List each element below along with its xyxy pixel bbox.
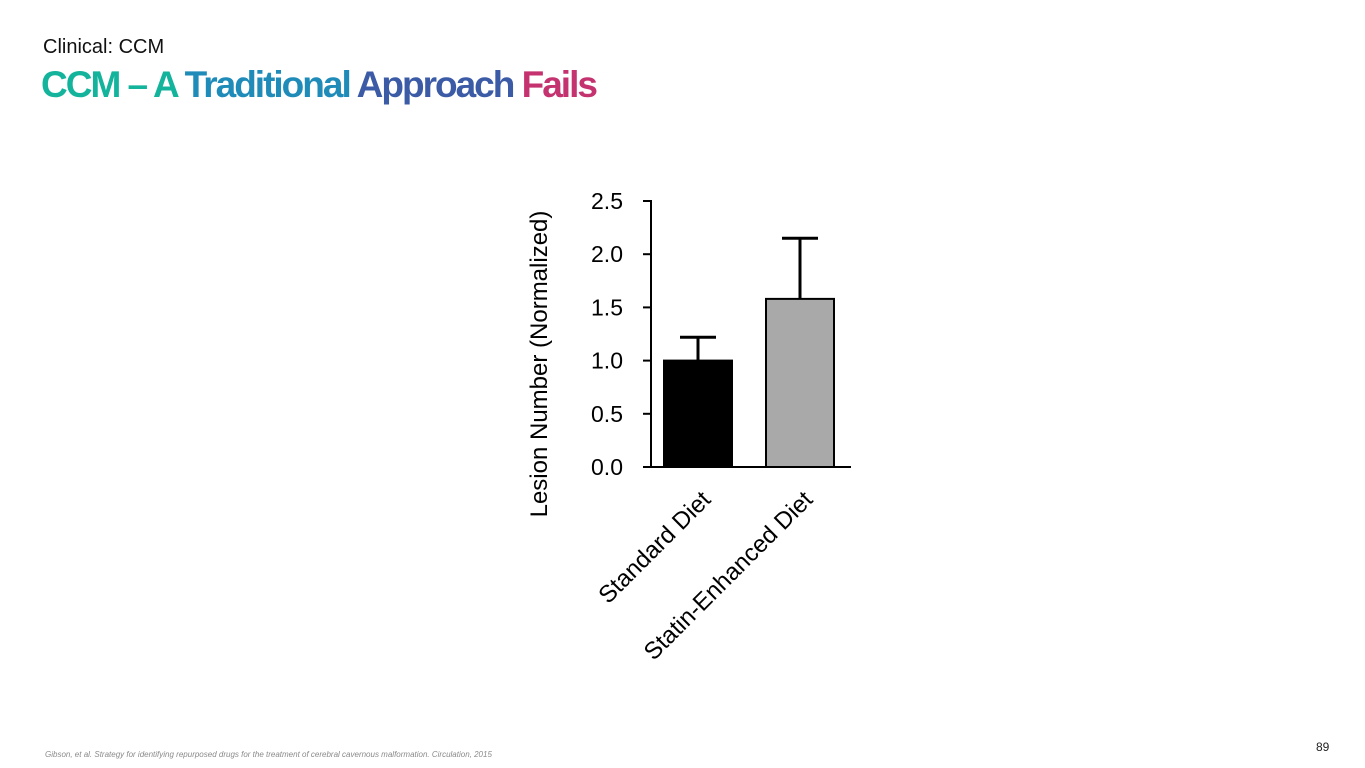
section-label: Clinical: CCM xyxy=(43,36,165,58)
category-label: Statin-Enhanced Diet xyxy=(639,486,819,666)
slide-title: CCM – A Traditional Approach Fails xyxy=(41,64,598,106)
y-axis-label: Lesion Number (Normalized) xyxy=(526,211,553,518)
y-tick-label: 2.0 xyxy=(591,241,623,267)
y-tick-label: 2.5 xyxy=(591,188,623,214)
y-tick-label: 1.0 xyxy=(591,348,623,374)
title-part: CCM – A xyxy=(41,64,185,105)
y-tick-label: 0.5 xyxy=(591,401,623,427)
title-part: Fails xyxy=(521,64,598,105)
y-tick-label: 0.0 xyxy=(591,454,623,480)
bar xyxy=(663,359,733,469)
title-part: Approach xyxy=(356,64,522,105)
y-tick-label: 1.5 xyxy=(591,294,623,320)
bar xyxy=(765,297,835,468)
title-part: Traditional xyxy=(184,64,357,105)
page-number: 89 xyxy=(1316,740,1330,754)
citation: Gibson, et al. Strategy for identifying … xyxy=(45,750,492,759)
